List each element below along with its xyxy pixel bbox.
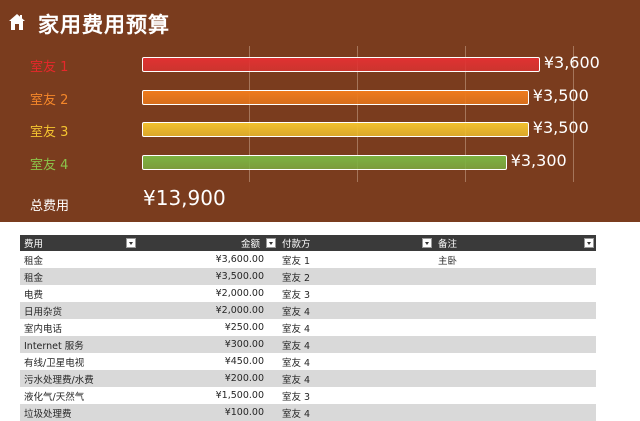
column-header-label: 费用 bbox=[24, 239, 44, 250]
bar-value-label: ¥3,600 bbox=[543, 53, 600, 72]
amount-cell[interactable]: ¥3,500.00 bbox=[138, 268, 278, 285]
column-header-notes: 备注 bbox=[434, 235, 596, 251]
amount-cell[interactable]: ¥3,600.00 bbox=[215, 254, 264, 265]
column-header-amount: 金额 bbox=[138, 235, 278, 251]
payer-cell[interactable]: 室友 2 bbox=[278, 268, 434, 285]
home-icon bbox=[9, 14, 25, 30]
amount-cell[interactable]: ¥100.00 bbox=[138, 404, 278, 421]
notes-cell[interactable] bbox=[434, 268, 596, 285]
filter-dropdown-icon[interactable] bbox=[266, 238, 276, 248]
table-row[interactable]: 垃圾处理费 ¥100.00 室友 4 bbox=[20, 404, 596, 421]
payer-cell[interactable]: 室友 4 bbox=[282, 357, 311, 369]
chart-gridline bbox=[357, 46, 358, 182]
notes-cell[interactable] bbox=[434, 336, 596, 353]
roommate-label: 室友 3 bbox=[30, 125, 69, 140]
table-row[interactable]: 液化气/天然气 ¥1,500.00 室友 3 bbox=[20, 387, 596, 404]
notes-cell[interactable] bbox=[434, 370, 596, 387]
amount-cell[interactable]: ¥2,000.00 bbox=[138, 302, 278, 319]
table-row[interactable]: Internet 服务 ¥300.00 室友 4 bbox=[20, 336, 596, 353]
total-value: ¥13,900 bbox=[143, 186, 226, 210]
notes-cell[interactable] bbox=[434, 319, 596, 336]
amount-cell[interactable]: ¥2,000.00 bbox=[215, 288, 264, 299]
table-row[interactable]: 日用杂货 ¥2,000.00 室友 4 bbox=[20, 302, 596, 319]
header-banner: 家用费用预算 室友 1 ¥3,600 室友 2 ¥3,500 室友 3 ¥3,500 室友 … bbox=[0, 0, 640, 222]
table-row[interactable]: 污水处理费/水费 ¥200.00 室友 4 bbox=[20, 370, 596, 387]
total-label: 总费用 bbox=[30, 199, 70, 214]
table-row[interactable]: 租金 ¥3,600.00 室友 1 主卧 bbox=[20, 251, 596, 268]
payer-cell[interactable]: 室友 4 bbox=[282, 323, 311, 335]
bar-value-label: ¥3,300 bbox=[510, 151, 567, 170]
filter-dropdown-icon[interactable] bbox=[422, 238, 432, 248]
notes-cell[interactable] bbox=[434, 404, 596, 421]
chart-bar bbox=[142, 90, 529, 105]
filter-dropdown-icon[interactable] bbox=[126, 238, 136, 248]
table-row[interactable]: 室内电话 ¥250.00 室友 4 bbox=[20, 319, 596, 336]
table-row[interactable]: 租金 ¥3,500.00 室友 2 bbox=[20, 268, 596, 285]
payer-cell[interactable]: 室友 3 bbox=[282, 391, 311, 403]
amount-cell[interactable]: ¥200.00 bbox=[138, 370, 278, 387]
table-header-row: 费用 金额 付款方 备注 bbox=[20, 235, 596, 251]
amount-cell[interactable]: ¥450.00 bbox=[224, 356, 264, 367]
expense-table: 费用 金额 付款方 备注 租金 ¥3,600.00 室友 1 主卧 租金 ¥3,500.0… bbox=[20, 235, 596, 421]
expense-cell[interactable]: 租金 bbox=[24, 255, 44, 267]
payer-cell[interactable]: 室友 3 bbox=[282, 289, 311, 301]
expense-cell[interactable]: 租金 bbox=[20, 268, 138, 285]
notes-cell[interactable] bbox=[434, 387, 596, 404]
expense-cell[interactable]: 日用杂货 bbox=[20, 302, 138, 319]
amount-cell[interactable]: ¥300.00 bbox=[138, 336, 278, 353]
payer-cell[interactable]: 室友 4 bbox=[278, 336, 434, 353]
chart-bar bbox=[142, 57, 540, 72]
roommate-label: 室友 4 bbox=[30, 158, 69, 173]
column-header-label: 付款方 bbox=[282, 239, 311, 250]
payer-cell[interactable]: 室友 4 bbox=[278, 370, 434, 387]
bar-value-label: ¥3,500 bbox=[532, 118, 589, 137]
table-row[interactable]: 有线/卫星电视 ¥450.00 室友 4 bbox=[20, 353, 596, 370]
amount-cell[interactable]: ¥250.00 bbox=[224, 322, 264, 333]
notes-cell[interactable]: 主卧 bbox=[438, 255, 458, 267]
chart-gridline bbox=[465, 46, 466, 182]
chart-gridline bbox=[573, 46, 574, 182]
chart-gridline bbox=[249, 46, 250, 182]
page-title: 家用费用预算 bbox=[38, 13, 170, 37]
payer-cell[interactable]: 室友 1 bbox=[282, 255, 311, 267]
payer-cell[interactable]: 室友 4 bbox=[278, 404, 434, 421]
chart-bar bbox=[142, 122, 529, 137]
expense-cell[interactable]: 室内电话 bbox=[24, 323, 63, 335]
expense-cell[interactable]: 有线/卫星电视 bbox=[24, 357, 85, 369]
expense-cell[interactable]: 垃圾处理费 bbox=[20, 404, 138, 421]
chart-bar bbox=[142, 155, 507, 170]
roommate-label: 室友 2 bbox=[30, 93, 69, 108]
notes-cell[interactable] bbox=[434, 353, 596, 370]
bar-value-label: ¥3,500 bbox=[532, 86, 589, 105]
roommate-label: 室友 1 bbox=[30, 60, 69, 75]
expense-cell[interactable]: Internet 服务 bbox=[20, 336, 138, 353]
notes-cell[interactable] bbox=[434, 285, 596, 302]
table-row[interactable]: 电费 ¥2,000.00 室友 3 bbox=[20, 285, 596, 302]
filter-dropdown-icon[interactable] bbox=[584, 238, 594, 248]
column-header-label: 备注 bbox=[438, 239, 458, 250]
column-header-payer: 付款方 bbox=[278, 235, 434, 251]
expense-cell[interactable]: 电费 bbox=[24, 289, 44, 301]
amount-cell[interactable]: ¥1,500.00 bbox=[215, 390, 264, 401]
expense-cell[interactable]: 污水处理费/水费 bbox=[20, 370, 138, 387]
column-header-expense: 费用 bbox=[20, 235, 138, 251]
expense-cell[interactable]: 液化气/天然气 bbox=[24, 391, 85, 403]
column-header-label: 金额 bbox=[240, 239, 260, 250]
payer-cell[interactable]: 室友 4 bbox=[278, 302, 434, 319]
notes-cell[interactable] bbox=[434, 302, 596, 319]
